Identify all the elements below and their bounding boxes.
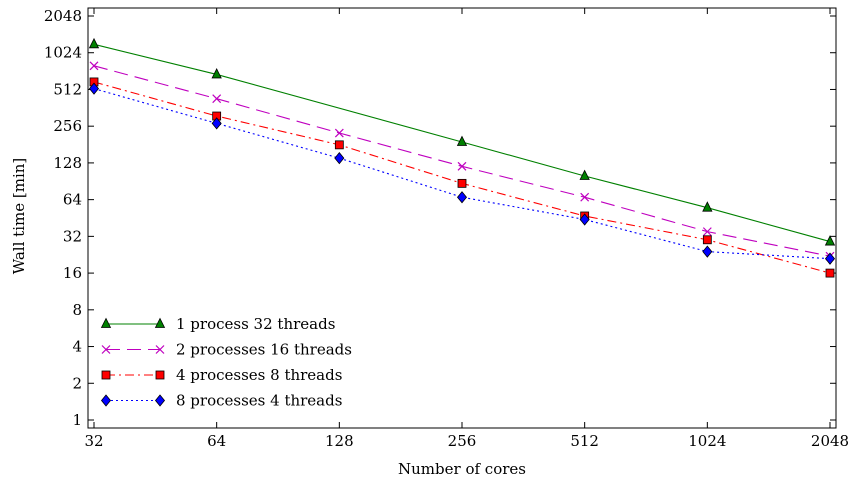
data-point-series-4	[824, 252, 836, 265]
y-tick-label: 64	[63, 191, 82, 209]
x-tick-label: 512	[570, 432, 599, 450]
x-tick-label: 2048	[811, 432, 849, 450]
y-tick-label: 2	[72, 374, 82, 392]
legend-marker	[100, 317, 112, 328]
data-point-series-1	[579, 169, 590, 180]
x-tick-label: 256	[448, 432, 477, 450]
x-tick-label: 32	[84, 432, 103, 450]
legend-label: 8 processes 4 threads	[176, 392, 342, 410]
x-tick-label: 1024	[688, 432, 726, 450]
data-point-series-1	[824, 235, 836, 246]
y-tick-label: 128	[53, 154, 82, 172]
legend-marker	[155, 370, 165, 380]
legend-marker	[154, 317, 166, 328]
y-tick-label: 1	[72, 411, 82, 429]
data-point-series-2	[212, 94, 222, 104]
legend-marker	[101, 370, 111, 380]
x-tick-label: 128	[325, 432, 354, 450]
legend-marker	[100, 394, 112, 407]
legend-entry-4: 8 processes 4 threads	[100, 392, 342, 410]
data-point-series-1	[702, 201, 713, 212]
legend-marker	[154, 394, 166, 407]
data-point-series-4	[456, 191, 468, 204]
legend: 1 process 32 threads 2 processes 16 threa…	[100, 315, 352, 410]
data-point-series-4	[88, 82, 100, 95]
data-point-series-3	[457, 178, 467, 188]
series-line-1	[93, 43, 831, 243]
x-marker-stroke	[89, 61, 99, 71]
data-point-series-3	[702, 235, 712, 245]
legend-label: 2 processes 16 threads	[176, 341, 352, 359]
series-line-2	[93, 65, 831, 257]
data-point-series-2	[580, 192, 590, 202]
y-tick-label: 1024	[44, 44, 82, 62]
data-point-series-1	[211, 68, 222, 79]
data-point-series-4	[702, 245, 713, 258]
legend-label: 4 processes 8 threads	[176, 366, 342, 384]
x-marker-stroke	[101, 345, 111, 354]
series-line-3	[93, 81, 831, 274]
data-point-series-3	[825, 268, 835, 278]
x-marker-stroke	[334, 128, 344, 138]
data-point-series-2	[89, 61, 99, 71]
x-axis-title: Number of cores	[398, 460, 526, 478]
y-tick-label: 256	[53, 117, 82, 135]
y-tick-label: 8	[72, 301, 82, 319]
x-marker-stroke	[212, 94, 222, 104]
legend-marker	[155, 345, 165, 354]
y-tick-label: 512	[53, 80, 82, 98]
x-marker-stroke	[457, 161, 467, 171]
y-tick-label: 16	[63, 264, 82, 282]
x-tick-label: 64	[207, 432, 226, 450]
legend-entry-2: 2 processes 16 threads	[101, 341, 352, 359]
data-point-series-1	[88, 37, 100, 49]
x-marker-stroke	[702, 227, 712, 237]
legend-marker	[101, 345, 111, 354]
data-point-series-4	[579, 213, 590, 226]
plot-frame	[87, 7, 837, 429]
y-tick-label: 32	[63, 227, 82, 245]
plot-area: 32 64 128 256 512 1024 2048 1 2 4 8 16 32 64 128 256 512…	[44, 7, 849, 450]
data-point-series-2	[702, 227, 712, 237]
data-point-series-1	[456, 135, 468, 146]
legend-label: 1 process 32 threads	[176, 315, 335, 333]
x-marker-stroke	[580, 192, 590, 202]
y-tick-label: 2048	[44, 7, 82, 25]
legend-entry-1: 1 process 32 threads	[100, 315, 335, 333]
data-point-series-4	[211, 117, 222, 130]
x-marker-stroke	[155, 345, 165, 354]
y-tick-label: 4	[72, 338, 82, 356]
data-point-series-3	[334, 140, 344, 150]
y-axis-title: Wall time [min]	[10, 158, 28, 275]
data-point-series-2	[457, 161, 467, 171]
data-point-series-4	[334, 152, 345, 165]
legend-entry-3: 4 processes 8 threads	[101, 366, 342, 384]
series-line-4	[93, 88, 831, 260]
data-point-series-2	[334, 128, 344, 138]
